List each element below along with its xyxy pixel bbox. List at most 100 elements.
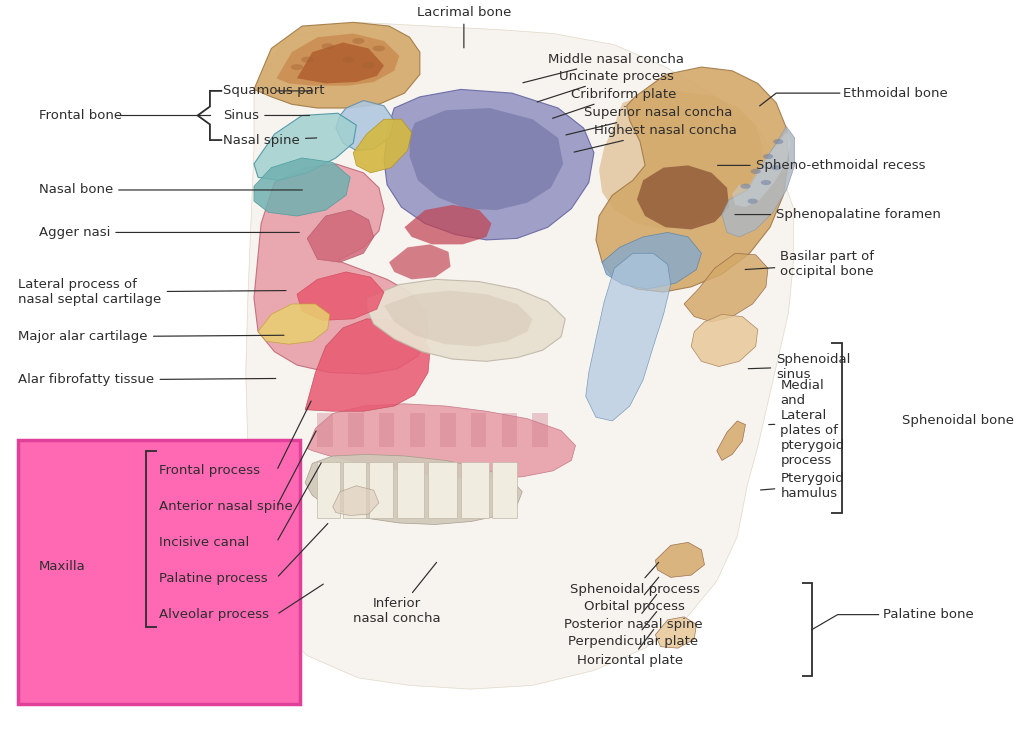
Bar (461, 462, 489, 518)
Bar (471, 413, 486, 447)
Text: Pterygoid
hamulus: Pterygoid hamulus (761, 472, 844, 500)
Text: Superior nasal concha: Superior nasal concha (566, 107, 732, 135)
FancyBboxPatch shape (18, 440, 300, 704)
Text: Anterior nasal spine: Anterior nasal spine (159, 500, 293, 513)
Polygon shape (297, 42, 384, 83)
Polygon shape (586, 253, 671, 421)
Polygon shape (246, 22, 794, 689)
Polygon shape (297, 272, 384, 320)
Ellipse shape (740, 183, 751, 188)
Bar (440, 413, 456, 447)
Text: Alar fibrofatty tissue: Alar fibrofatty tissue (18, 373, 275, 387)
Polygon shape (384, 291, 532, 346)
Polygon shape (717, 421, 745, 460)
Polygon shape (276, 34, 399, 86)
Polygon shape (691, 314, 758, 367)
Text: Lateral process of
nasal septal cartilage: Lateral process of nasal septal cartilag… (18, 278, 286, 306)
Polygon shape (655, 542, 705, 577)
Text: Ethmoidal bone: Ethmoidal bone (843, 86, 947, 100)
Text: Sphenopalatine foramen: Sphenopalatine foramen (735, 208, 941, 221)
Polygon shape (336, 101, 394, 150)
Bar (369, 462, 393, 518)
Text: Lacrimal bone: Lacrimal bone (417, 6, 511, 48)
Text: Basilar part of
occipital bone: Basilar part of occipital bone (745, 250, 874, 279)
Polygon shape (602, 232, 701, 289)
Text: Posterior nasal spine: Posterior nasal spine (563, 595, 702, 631)
Polygon shape (258, 304, 330, 344)
Text: Agger nasi: Agger nasi (39, 226, 299, 239)
Text: Sphenoidal
sinus: Sphenoidal sinus (749, 352, 851, 381)
Text: Sphenoidal process: Sphenoidal process (570, 562, 699, 595)
Polygon shape (684, 253, 768, 322)
Polygon shape (410, 108, 563, 210)
Text: Nasal spine: Nasal spine (223, 133, 316, 147)
Text: Frontal bone: Frontal bone (39, 109, 122, 122)
Bar (317, 462, 340, 518)
Text: Squamous part: Squamous part (223, 84, 325, 98)
Ellipse shape (771, 165, 781, 171)
Text: Spheno-ethmoidal recess: Spheno-ethmoidal recess (718, 159, 926, 172)
Polygon shape (384, 89, 594, 240)
Bar (502, 413, 517, 447)
Bar (532, 413, 548, 447)
Polygon shape (596, 67, 788, 292)
Text: Highest nasal concha: Highest nasal concha (574, 124, 737, 152)
Polygon shape (404, 205, 492, 244)
Text: Middle nasal concha: Middle nasal concha (523, 53, 684, 83)
Polygon shape (305, 319, 430, 411)
Polygon shape (367, 279, 565, 361)
Text: Orbital process: Orbital process (585, 577, 685, 612)
Bar (343, 462, 366, 518)
Polygon shape (732, 133, 791, 207)
Polygon shape (254, 22, 420, 108)
Polygon shape (599, 91, 763, 229)
Ellipse shape (352, 38, 365, 44)
Text: Alveolar process: Alveolar process (159, 608, 268, 621)
Text: Sphenoidal bone: Sphenoidal bone (902, 414, 1014, 428)
Polygon shape (333, 486, 379, 516)
Ellipse shape (322, 43, 334, 49)
Text: Frontal process: Frontal process (159, 464, 260, 478)
Polygon shape (254, 113, 356, 180)
Bar (348, 413, 364, 447)
Ellipse shape (751, 169, 761, 174)
Polygon shape (307, 210, 374, 262)
Ellipse shape (373, 45, 385, 51)
Polygon shape (655, 617, 696, 648)
Polygon shape (307, 404, 575, 478)
Ellipse shape (342, 57, 354, 63)
Text: Palatine process: Palatine process (159, 571, 267, 585)
Polygon shape (254, 158, 350, 216)
Text: Palatine bone: Palatine bone (883, 608, 974, 621)
Polygon shape (389, 244, 451, 279)
Ellipse shape (301, 57, 313, 63)
Bar (317, 413, 333, 447)
Text: Major alar cartilage: Major alar cartilage (18, 330, 284, 343)
Ellipse shape (748, 199, 758, 203)
Polygon shape (305, 454, 522, 524)
Polygon shape (254, 164, 428, 374)
Bar (428, 462, 457, 518)
Bar (397, 462, 424, 518)
Ellipse shape (291, 64, 303, 70)
Polygon shape (353, 119, 412, 173)
Ellipse shape (761, 180, 771, 185)
Bar (379, 413, 394, 447)
Text: Medial
and
Lateral
plates of
pterygoid
process: Medial and Lateral plates of pterygoid p… (769, 379, 845, 467)
Ellipse shape (362, 63, 375, 69)
Bar (410, 413, 425, 447)
Text: Sinus: Sinus (223, 109, 309, 122)
Ellipse shape (763, 154, 773, 159)
Ellipse shape (773, 139, 783, 144)
Text: Perpendicular plate: Perpendicular plate (567, 612, 698, 647)
Text: Uncinate process: Uncinate process (538, 70, 674, 102)
Text: Incisive canal: Incisive canal (159, 536, 249, 549)
Text: Horizontal plate: Horizontal plate (577, 630, 683, 667)
Text: Cribriform plate: Cribriform plate (553, 88, 677, 118)
Text: Maxilla: Maxilla (39, 559, 86, 573)
Bar (492, 462, 517, 518)
Text: Nasal bone: Nasal bone (39, 183, 302, 197)
Text: Inferior
nasal concha: Inferior nasal concha (353, 562, 441, 626)
Polygon shape (637, 165, 729, 229)
Polygon shape (722, 127, 795, 237)
